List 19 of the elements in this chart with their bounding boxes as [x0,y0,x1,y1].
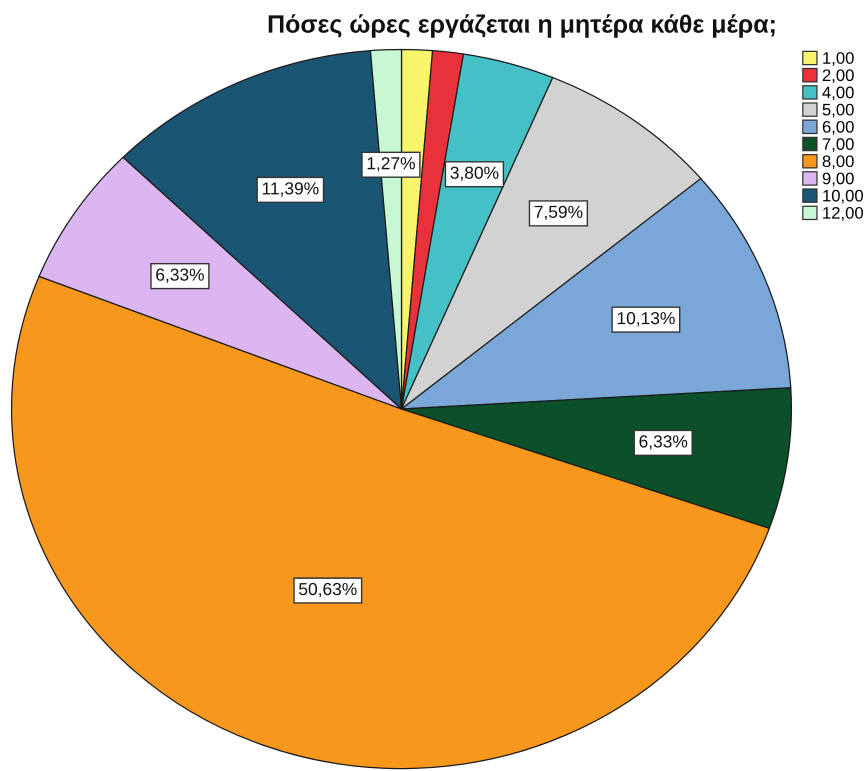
chart-title: Πόσες ώρες εργάζεται η μητέρα κάθε μέρα; [268,14,775,38]
data-label: 6,33% [156,268,204,283]
legend-label: 7,00 [822,138,854,152]
data-label: 6,33% [639,435,688,450]
data-label: 50,63% [299,582,357,598]
legend-label: 1,00 [823,52,854,66]
data-label: 1,27% [368,157,415,172]
legend-label: 5,00 [822,104,854,118]
legend-label: 8,00 [822,155,854,170]
legend-label: 2,00 [822,69,854,84]
data-label: 7,59% [534,206,582,220]
data-label: 3,80% [450,166,498,181]
legend-label: 6,00 [822,120,854,135]
legend-label: 9,00 [822,172,854,186]
legend-label: 12,00 [823,206,864,221]
legend-label: 4,00 [822,86,854,100]
data-label: 11,39% [262,182,319,197]
data-label: 10,13% [618,312,675,326]
legend-label: 10,00 [823,190,864,204]
